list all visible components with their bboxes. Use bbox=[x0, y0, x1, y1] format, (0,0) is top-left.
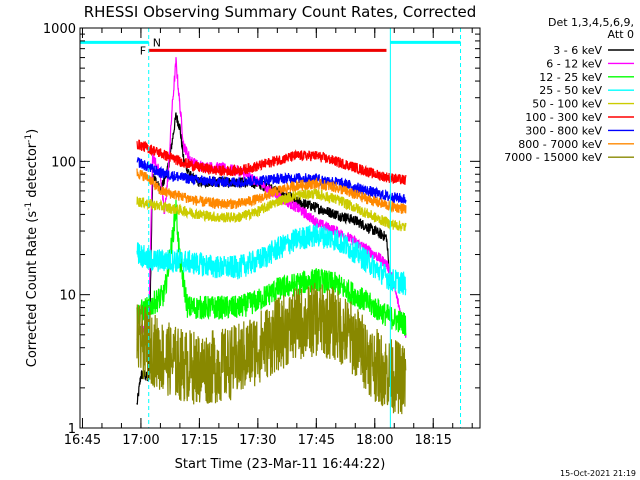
timestamp: 15-Oct-2021 21:19 bbox=[560, 469, 636, 478]
x-tick-label: 16:45 bbox=[64, 433, 101, 448]
y-axis-label-end: ) bbox=[25, 129, 40, 134]
flare-flag-label: F bbox=[140, 44, 146, 57]
legend-label-1: 6 - 12 keV bbox=[546, 57, 602, 70]
x-tick-label: 18:00 bbox=[356, 433, 393, 448]
legend-label-7: 800 - 7000 keV bbox=[518, 138, 602, 151]
x-tick-label: 18:15 bbox=[414, 433, 451, 448]
series-line-7 bbox=[136, 168, 407, 215]
plot-frame bbox=[79, 27, 481, 429]
plot-area bbox=[80, 28, 462, 428]
y-axis-label-sup1: -1 bbox=[24, 202, 34, 211]
legend-header-line-2: Att 0 bbox=[608, 28, 634, 41]
x-tick-label: 17:15 bbox=[181, 433, 218, 448]
chart-title: RHESSI Observing Summary Count Rates, Co… bbox=[84, 3, 477, 21]
series-line-6 bbox=[136, 157, 407, 204]
y-axis-label-main: Corrected Count Rate (s bbox=[25, 211, 40, 368]
x-tick-label: 17:30 bbox=[239, 433, 276, 448]
series-line-3 bbox=[136, 223, 407, 296]
legend-label-2: 12 - 25 keV bbox=[539, 71, 602, 84]
series-line-5 bbox=[136, 139, 407, 185]
night-flag-label: N bbox=[153, 36, 161, 49]
legend-label-0: 3 - 6 keV bbox=[553, 44, 602, 57]
y-tick-label: 1 bbox=[68, 422, 76, 437]
y-axis-label-sup2: -1 bbox=[24, 134, 34, 143]
legend-label-5: 100 - 300 keV bbox=[525, 111, 602, 124]
y-tick-label: 100 bbox=[51, 155, 76, 170]
legend-label-3: 25 - 50 keV bbox=[539, 84, 602, 97]
y-tick-label: 1000 bbox=[43, 22, 76, 37]
legend-header-line-1: Det 1,3,4,5,6,9, bbox=[548, 16, 634, 29]
x-axis-label: Start Time (23-Mar-11 16:44:22) bbox=[175, 457, 386, 472]
series-line-8 bbox=[136, 282, 407, 415]
y-tick-label: 10 bbox=[59, 289, 76, 304]
series-line-4 bbox=[136, 188, 407, 232]
x-tick-label: 17:00 bbox=[122, 433, 159, 448]
y-axis-label: Corrected Count Rate (s-1 detector-1) bbox=[24, 129, 40, 367]
legend-label-4: 50 - 100 keV bbox=[532, 98, 602, 111]
series-line-2 bbox=[136, 199, 407, 336]
legend-label-6: 300 - 800 keV bbox=[525, 124, 602, 137]
y-axis-label-mid: detector bbox=[25, 142, 40, 202]
legend-label-8: 7000 - 15000 keV bbox=[504, 151, 602, 164]
series-line-0 bbox=[136, 112, 391, 405]
x-tick-label: 17:45 bbox=[298, 433, 335, 448]
